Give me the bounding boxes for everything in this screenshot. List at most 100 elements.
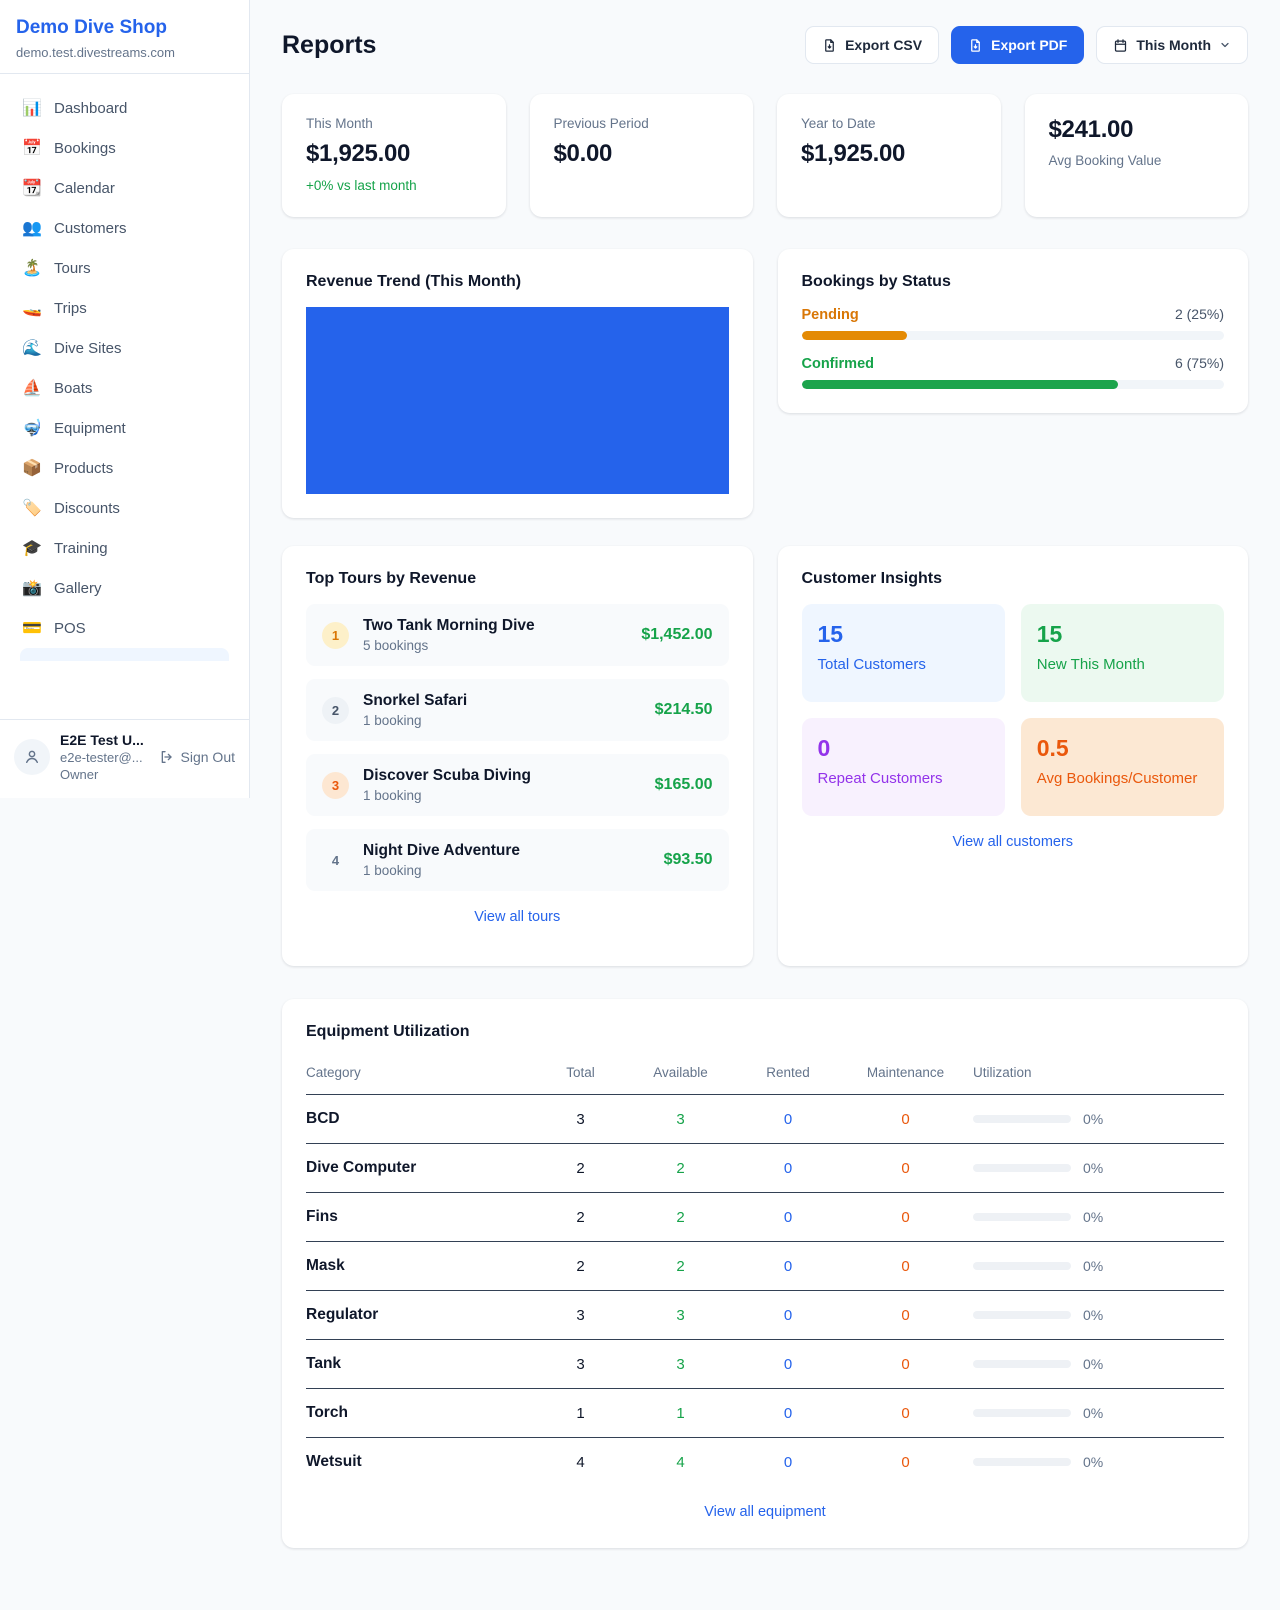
export-pdf-button[interactable]: Export PDF [951,26,1085,64]
cell-rented: 0 [783,1159,793,1177]
people-icon: 👥 [22,220,42,237]
sidebar-item-boats[interactable]: ⛵ Boats [10,368,239,408]
sign-out-button[interactable]: Sign Out [159,749,235,765]
status-bar-fill [801,380,1119,389]
sidebar-item-pos[interactable]: 💳 POS [10,608,239,648]
column-header: Maintenance [866,1065,945,1080]
sign-out-label: Sign Out [180,749,235,765]
cell-utilization: 0% [973,1356,1224,1372]
table-row: Fins 2 2 0 0 0% [306,1193,1224,1242]
view-all-equipment-link[interactable]: View all equipment [704,1504,826,1520]
row-tours-insights: Top Tours by Revenue 1 Two Tank Morning … [282,546,1248,966]
stat-card-this-month: This Month $1,925.00 +0% vs last month [282,94,506,217]
camera-icon: 📸 [22,580,42,597]
cell-rented: 0 [783,1404,793,1422]
equipment-table: Category Total Available Rented Maintena… [306,1053,1224,1486]
cell-available: 4 [676,1453,685,1471]
cell-category: Torch [306,1404,348,1421]
sidebar-item-label: Trips [54,299,87,317]
insight-value: 0.5 [1036,735,1069,761]
tour-name: Two Tank Morning Dive [363,617,535,634]
insight-label: Repeat Customers [817,770,943,787]
insight-value: 0 [817,735,831,761]
tour-bookings: 5 bookings [363,638,429,653]
sidebar-item-label: Calendar [54,179,115,197]
sidebar-item-label: Dashboard [54,99,128,117]
table-row: Tank 3 3 0 0 0% [306,1340,1224,1389]
tour-list: 1 Two Tank Morning Dive 5 bookings $1,45… [306,604,729,891]
sidebar-item-trips[interactable]: 🚤 Trips [10,288,239,328]
sidebar-item-training[interactable]: 🎓 Training [10,528,239,568]
sidebar-item-dashboard[interactable]: 📊 Dashboard [10,88,239,128]
cell-maintenance: 0 [901,1404,910,1422]
header-actions: Export CSV Export PDF This Month [805,26,1248,64]
cell-category: Dive Computer [306,1159,417,1176]
table-row: Mask 2 2 0 0 0% [306,1242,1224,1291]
sidebar-item-reports-partial[interactable] [20,648,229,661]
utilization-pct: 0% [1083,1258,1104,1274]
rank-badge: 3 [322,771,349,799]
cell-total: 3 [576,1110,585,1128]
utilization-bar [973,1262,1071,1270]
cell-available: 3 [676,1306,685,1324]
period-dropdown[interactable]: This Month [1096,26,1248,64]
sidebar-item-dive-sites[interactable]: 🌊 Dive Sites [10,328,239,368]
cell-rented: 0 [783,1306,793,1324]
cell-category: Mask [306,1257,345,1274]
rank-badge: 4 [331,852,340,868]
avatar [14,739,50,775]
cell-total: 3 [576,1306,585,1324]
sidebar-item-tours[interactable]: 🏝️ Tours [10,248,239,288]
sidebar: Demo Dive Shop demo.test.divestreams.com… [0,0,250,798]
equipment-utilization-title: Equipment Utilization [306,1023,470,1040]
logout-icon [161,751,172,763]
cell-available: 1 [676,1404,685,1422]
revenue-trend-card: Revenue Trend (This Month) [282,249,753,518]
list-item[interactable]: 2 Snorkel Safari 1 booking $214.50 [306,679,729,741]
sidebar-item-calendar[interactable]: 📆 Calendar [10,168,239,208]
column-header: Category [306,1065,361,1080]
utilization-pct: 0% [1083,1405,1104,1421]
stat-value: $0.00 [553,140,613,167]
list-item[interactable]: 4 Night Dive Adventure 1 booking $93.50 [306,829,729,891]
cell-total: 3 [576,1355,585,1373]
insight-tile-new-this-month: 15 New This Month [1020,604,1224,702]
cell-category: Tank [306,1355,342,1372]
cell-rented: 0 [783,1453,793,1471]
cell-available: 3 [676,1355,685,1373]
column-header: Rented [766,1065,810,1080]
status-label: Confirmed [801,356,875,372]
tour-amount: $165.00 [654,776,713,793]
customer-insights-title: Customer Insights [801,570,942,587]
sidebar-item-label: Products [54,459,114,477]
view-all-customers-link[interactable]: View all customers [952,834,1074,850]
revenue-trend-chart [306,307,729,494]
sidebar-item-equipment[interactable]: 🤿 Equipment [10,408,239,448]
view-all-tours-link[interactable]: View all tours [474,909,561,925]
sidebar-item-label: Bookings [54,139,116,157]
insight-label: Avg Bookings/Customer [1036,770,1198,787]
customer-insights-card: Customer Insights 15 Total Customers 15 … [777,546,1248,966]
user-email: e2e-tester@... [60,750,143,765]
cell-category: Regulator [306,1306,379,1323]
utilization-pct: 0% [1083,1307,1104,1323]
export-csv-button[interactable]: Export CSV [805,26,940,64]
cell-utilization: 0% [973,1160,1224,1176]
utilization-pct: 0% [1083,1356,1104,1372]
sidebar-item-label: POS [54,619,86,637]
status-count: 2 (25%) [1174,306,1224,322]
list-item[interactable]: 1 Two Tank Morning Dive 5 bookings $1,45… [306,604,729,666]
sidebar-item-customers[interactable]: 👥 Customers [10,208,239,248]
sidebar-item-gallery[interactable]: 📸 Gallery [10,568,239,608]
sidebar-item-bookings[interactable]: 📅 Bookings [10,128,239,168]
top-tours-card: Top Tours by Revenue 1 Two Tank Morning … [282,546,753,966]
status-bar-track [801,331,1224,340]
sidebar-item-label: Dive Sites [54,339,122,357]
list-item[interactable]: 3 Discover Scuba Diving 1 booking $165.0… [306,754,729,816]
cell-utilization: 0% [973,1405,1224,1421]
sidebar-item-discounts[interactable]: 🏷️ Discounts [10,488,239,528]
status-row-pending: Pending 2 (25%) [801,306,1224,340]
utilization-bar [973,1115,1071,1123]
sidebar-item-products[interactable]: 📦 Products [10,448,239,488]
bar-chart-icon: 📊 [22,100,42,117]
